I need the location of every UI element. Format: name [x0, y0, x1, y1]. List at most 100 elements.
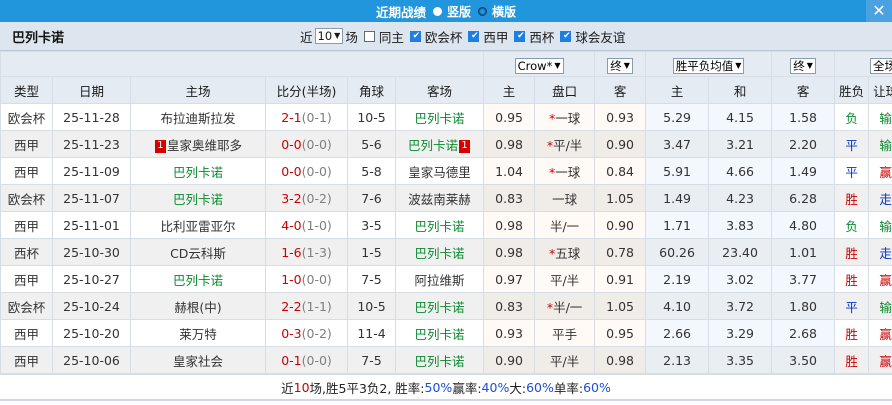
cell-home-team[interactable]: 巴列卡诺: [130, 184, 266, 212]
comp-checkbox-1[interactable]: [468, 30, 480, 42]
cell-date: 25-10-30: [52, 238, 131, 266]
cell-away-team[interactable]: 巴列卡诺: [394, 319, 485, 347]
cell-result-wdl: 胜: [834, 319, 870, 347]
cell-type[interactable]: 西甲: [0, 319, 53, 347]
same-home-checkbox[interactable]: [363, 30, 375, 42]
cell-away-team[interactable]: 波兹南莱赫: [394, 184, 485, 212]
cell-away-team[interactable]: 阿拉维斯: [394, 265, 485, 293]
col-header-ah-result[interactable]: 让球: [868, 76, 892, 104]
cell-eu-away: 3.50: [771, 346, 836, 374]
cell-type[interactable]: 西甲: [0, 346, 53, 374]
cell-home-team[interactable]: 莱万特: [130, 319, 266, 347]
company-stage-cell: 终 ▼: [594, 51, 647, 77]
cell-type[interactable]: 西甲: [0, 130, 53, 158]
table-row[interactable]: 西甲 25-11-01 比利亚雷亚尔 4-0(1-0) 3-5 巴列卡诺 0.98 半/一 0.…: [0, 211, 892, 239]
cell-result-ah: 输: [868, 103, 892, 131]
cell-home-team[interactable]: 赫根(中): [130, 292, 266, 320]
cell-away-team[interactable]: 巴列卡诺: [394, 211, 485, 239]
cell-home-team[interactable]: 比利亚雷亚尔: [130, 211, 266, 239]
cell-score[interactable]: 2-2(1-1): [265, 292, 348, 320]
table-row[interactable]: 西甲 25-11-23 1 皇家奥维耶多 0-0(0-0) 5-6 巴列卡诺 1 0.98 *平/…: [0, 130, 892, 158]
summary-odd-rate: 60%: [583, 379, 611, 395]
chevron-down-icon: ▼: [806, 60, 813, 70]
table-row[interactable]: 欧会杯 25-11-07 巴列卡诺 3-2(0-2) 7-6 波兹南莱赫 0.83 一球 1.0…: [0, 184, 892, 212]
col-header-eu-draw[interactable]: 和: [708, 76, 773, 104]
cell-score[interactable]: 0-1(0-0): [265, 346, 348, 374]
comp-checkbox-0[interactable]: [409, 30, 422, 42]
cell-home-team[interactable]: CD云科斯: [130, 238, 266, 266]
table-row[interactable]: 欧会杯 25-11-28 布拉迪斯拉发 2-1(0-1) 10-5 巴列卡诺 0.95 *一球…: [0, 103, 892, 131]
cell-away-team[interactable]: 巴列卡诺: [394, 103, 485, 131]
col-header-wdl[interactable]: 胜负: [834, 76, 870, 104]
col-header-date[interactable]: 日期: [52, 76, 131, 104]
cell-score[interactable]: 0-3(0-2): [265, 319, 348, 347]
col-header-type[interactable]: 类型: [0, 76, 53, 104]
cell-home-team[interactable]: 布拉迪斯拉发: [130, 103, 266, 131]
filter-controls: 近 10 ▼ 场 同主 欧会杯 西甲 西杯 球会友谊: [300, 27, 625, 46]
comp-label-1[interactable]: 西甲: [483, 29, 509, 45]
table-row[interactable]: 西甲 25-10-27 巴列卡诺 1-0(0-0) 7-5 阿拉维斯 0.97 平/半 0.91…: [0, 265, 892, 293]
table-row[interactable]: 西甲 25-11-09 巴列卡诺 0-0(0-0) 5-8 皇家马德里 1.04 *一球 0.8…: [0, 157, 892, 185]
cell-away-team[interactable]: 巴列卡诺: [394, 346, 485, 374]
cell-ah-odds-home: 0.93: [483, 319, 536, 347]
comp-label-3[interactable]: 球会友谊: [575, 29, 626, 45]
cell-score[interactable]: 0-0(0-0): [265, 130, 348, 158]
cell-home-team[interactable]: 巴列卡诺: [130, 265, 266, 293]
cell-ah-odds-home: 0.98: [483, 238, 536, 266]
cell-home-team[interactable]: 皇家社会: [130, 346, 266, 374]
col-header-away[interactable]: 客场: [394, 76, 485, 104]
radio-vertical-icon[interactable]: [432, 6, 442, 16]
cell-home-team[interactable]: 1 皇家奥维耶多: [130, 130, 266, 158]
scope-select[interactable]: 全场 ▼: [870, 57, 892, 74]
cell-type[interactable]: 西杯: [0, 238, 53, 266]
cell-score[interactable]: 2-1(0-1): [265, 103, 348, 131]
filter-bar: 巴列卡诺 近 10 ▼ 场 同主 欧会杯 西甲 西杯 球会友谊: [0, 22, 892, 51]
table-row[interactable]: 西甲 25-10-06 皇家社会 0-1(0-0) 7-5 巴列卡诺 0.90 平/半 0.98…: [0, 346, 892, 374]
cell-type[interactable]: 西甲: [0, 211, 53, 239]
table-row[interactable]: 欧会杯 25-10-24 赫根(中) 2-2(1-1) 10-5 巴列卡诺 0.83 *半/一…: [0, 292, 892, 320]
company-select[interactable]: Crow* ▼: [514, 57, 564, 74]
same-home-label[interactable]: 同主: [378, 29, 404, 45]
radio-horizontal-icon[interactable]: [478, 6, 487, 16]
cell-score[interactable]: 4-0(1-0): [265, 211, 348, 239]
radio-vertical-label[interactable]: 竖版: [446, 4, 471, 19]
close-icon[interactable]: ✕: [866, 0, 892, 22]
cell-away-team[interactable]: 巴列卡诺 1: [394, 130, 485, 158]
cell-eu-home: 2.19: [645, 265, 710, 293]
cell-away-team[interactable]: 皇家马德里: [394, 157, 485, 185]
cell-home-team[interactable]: 巴列卡诺: [130, 157, 266, 185]
comp-checkbox-2[interactable]: [514, 30, 526, 42]
cell-score[interactable]: 0-0(0-0): [265, 157, 348, 185]
table-row[interactable]: 西甲 25-10-20 莱万特 0-3(0-2) 11-4 巴列卡诺 0.93 平手 0.95 2…: [0, 319, 892, 347]
cell-type[interactable]: 欧会杯: [0, 103, 53, 131]
euro-select[interactable]: 胜平负均值 ▼: [672, 57, 745, 74]
comp-label-0[interactable]: 欧会杯: [424, 29, 463, 45]
cell-type[interactable]: 欧会杯: [0, 292, 53, 320]
cell-result-wdl: 负: [834, 211, 870, 239]
cell-type[interactable]: 西甲: [0, 265, 53, 293]
col-header-corners[interactable]: 角球: [347, 76, 396, 104]
radio-horizontal-label[interactable]: 横版: [492, 4, 517, 19]
cell-type[interactable]: 欧会杯: [0, 184, 53, 212]
col-header-score[interactable]: 比分(半场): [265, 76, 348, 104]
cell-away-team[interactable]: 巴列卡诺: [394, 238, 485, 266]
cell-score[interactable]: 1-0(0-0): [265, 265, 348, 293]
col-header-eu-away[interactable]: 客: [771, 76, 836, 104]
col-header-ah-home[interactable]: 主: [483, 76, 536, 104]
col-header-ah-away[interactable]: 客: [594, 76, 647, 104]
cell-away-team[interactable]: 巴列卡诺: [394, 292, 485, 320]
match-count-select[interactable]: 10 ▼: [314, 28, 344, 44]
comp-checkbox-3[interactable]: [560, 30, 572, 42]
euro-stage-select[interactable]: 终 ▼: [790, 57, 816, 74]
table-row[interactable]: 西杯 25-10-30 CD云科斯 1-6(1-3) 1-5 巴列卡诺 0.98 *五球 0.7…: [0, 238, 892, 266]
company-stage-select[interactable]: 终 ▼: [607, 57, 633, 74]
cell-score[interactable]: 1-6(1-3): [265, 238, 348, 266]
cell-ah-odds-away: 0.78: [594, 238, 647, 266]
comp-label-2[interactable]: 西杯: [529, 29, 555, 45]
cell-type[interactable]: 西甲: [0, 157, 53, 185]
cell-score[interactable]: 3-2(0-2): [265, 184, 348, 212]
cell-eu-draw: 3.35: [708, 346, 773, 374]
col-header-home[interactable]: 主场: [130, 76, 266, 104]
col-header-handicap[interactable]: 盘口: [534, 76, 596, 104]
col-header-eu-home[interactable]: 主: [645, 76, 710, 104]
